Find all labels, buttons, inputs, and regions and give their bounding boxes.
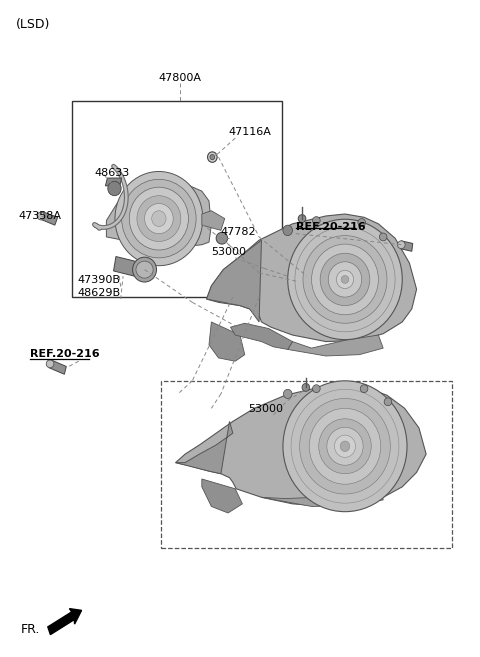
Ellipse shape: [283, 390, 292, 399]
Ellipse shape: [360, 385, 368, 393]
Ellipse shape: [108, 181, 121, 196]
Ellipse shape: [328, 261, 362, 297]
Ellipse shape: [129, 187, 189, 250]
FancyArrow shape: [48, 608, 82, 635]
Ellipse shape: [210, 154, 215, 160]
Ellipse shape: [358, 219, 365, 227]
Ellipse shape: [152, 211, 166, 227]
Ellipse shape: [309, 408, 381, 484]
Bar: [72, 101, 282, 297]
Text: REF.20-216: REF.20-216: [30, 350, 100, 359]
Polygon shape: [202, 211, 225, 231]
Text: 47116A: 47116A: [228, 127, 271, 137]
Text: 48633: 48633: [95, 168, 130, 178]
Ellipse shape: [283, 225, 292, 236]
Ellipse shape: [312, 244, 378, 315]
Ellipse shape: [46, 360, 54, 368]
Polygon shape: [230, 323, 292, 350]
Polygon shape: [114, 256, 143, 277]
Ellipse shape: [303, 236, 387, 323]
Ellipse shape: [397, 241, 405, 249]
Ellipse shape: [298, 215, 306, 223]
Ellipse shape: [384, 398, 392, 406]
Polygon shape: [206, 214, 417, 342]
Ellipse shape: [37, 212, 45, 220]
Text: 47800A: 47800A: [159, 73, 202, 83]
Ellipse shape: [312, 217, 320, 225]
Ellipse shape: [115, 171, 203, 265]
Polygon shape: [107, 185, 211, 247]
Ellipse shape: [216, 233, 228, 244]
Ellipse shape: [327, 427, 363, 465]
Ellipse shape: [302, 384, 310, 392]
Bar: [161, 381, 452, 548]
Text: 47782: 47782: [220, 227, 255, 237]
Polygon shape: [176, 386, 426, 507]
Ellipse shape: [288, 219, 402, 340]
Text: REF.20-216: REF.20-216: [296, 222, 366, 233]
Ellipse shape: [136, 261, 153, 278]
Text: 53000: 53000: [249, 403, 284, 413]
Text: FR.: FR.: [21, 623, 40, 636]
Text: (LSD): (LSD): [16, 18, 50, 31]
Ellipse shape: [312, 385, 320, 393]
Polygon shape: [49, 360, 66, 374]
Ellipse shape: [207, 152, 217, 162]
Ellipse shape: [379, 233, 387, 241]
Polygon shape: [202, 479, 242, 513]
Text: 47390B: 47390B: [78, 275, 121, 285]
Text: 48629B: 48629B: [78, 288, 121, 298]
Polygon shape: [206, 240, 262, 322]
Polygon shape: [288, 335, 383, 356]
Ellipse shape: [320, 253, 370, 306]
Text: 53000: 53000: [211, 246, 246, 256]
Ellipse shape: [335, 435, 356, 457]
Ellipse shape: [144, 204, 173, 234]
Ellipse shape: [300, 399, 390, 494]
Ellipse shape: [340, 441, 350, 451]
Text: 47358A: 47358A: [18, 211, 61, 221]
Polygon shape: [400, 241, 413, 251]
Ellipse shape: [121, 179, 196, 258]
Ellipse shape: [341, 275, 349, 283]
Ellipse shape: [336, 270, 354, 288]
Ellipse shape: [283, 381, 407, 512]
Polygon shape: [40, 212, 58, 225]
Polygon shape: [176, 421, 233, 474]
Ellipse shape: [132, 257, 156, 282]
Ellipse shape: [319, 419, 371, 474]
Ellipse shape: [137, 196, 181, 242]
Polygon shape: [262, 486, 383, 507]
Polygon shape: [209, 322, 245, 361]
Polygon shape: [106, 178, 121, 186]
